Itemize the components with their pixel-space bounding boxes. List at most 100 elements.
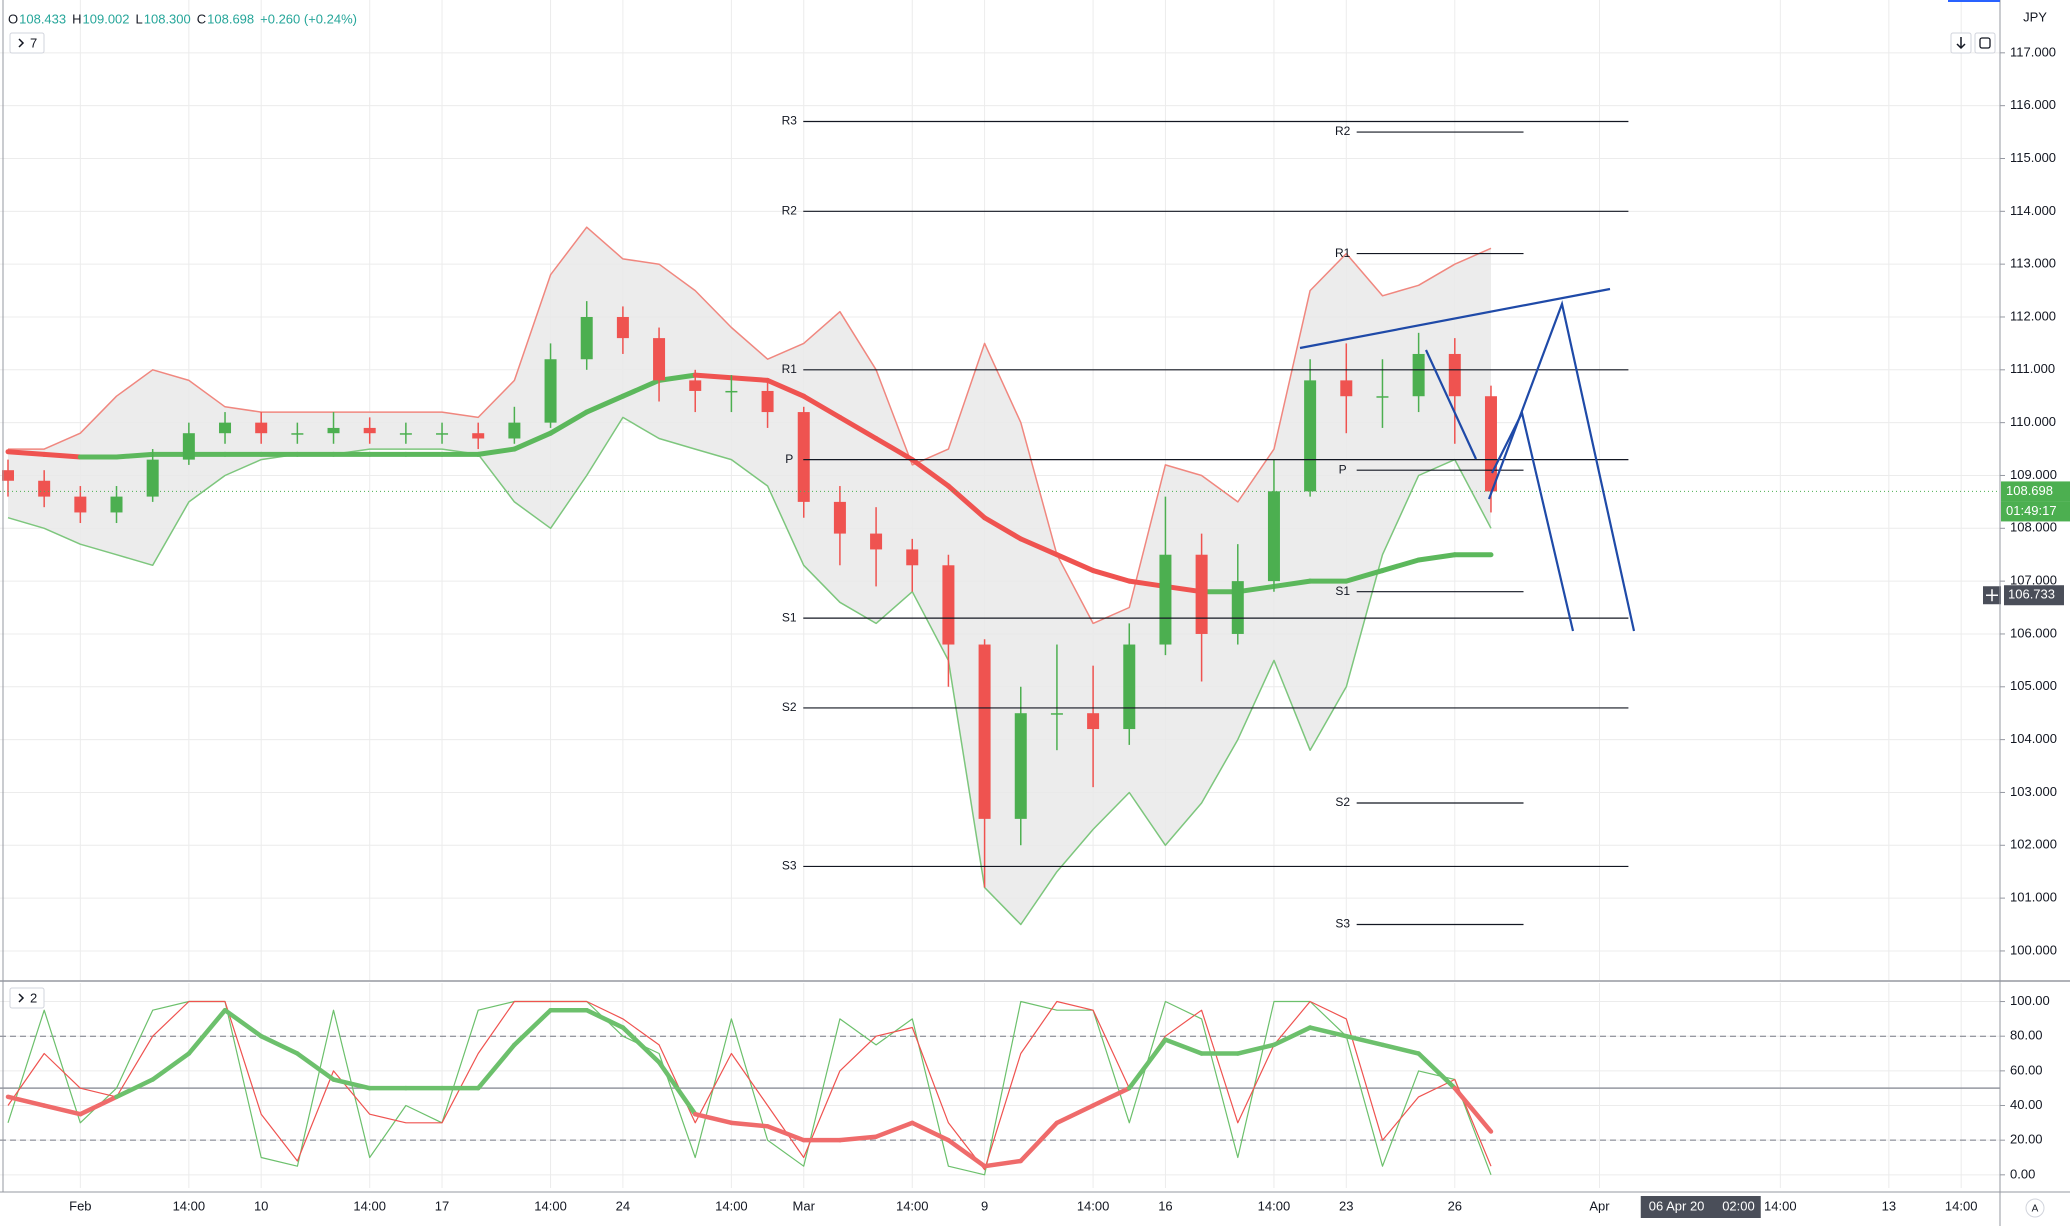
candle-body	[689, 380, 702, 391]
x-tick-label: 14:00	[715, 1198, 748, 1213]
candle-body	[653, 338, 666, 381]
auto-label[interactable]: A	[2032, 1204, 2039, 1215]
indicator-toggle[interactable]: 2	[9, 987, 45, 1009]
x-tick-label: Feb	[69, 1198, 91, 1213]
series-segment	[1343, 568, 1385, 584]
series-segment	[41, 451, 83, 460]
y-tick-label: 113.000	[2010, 256, 2056, 271]
series-segment	[1018, 1120, 1060, 1164]
toggle-box[interactable]	[9, 32, 45, 54]
y-tick-label: 100.00	[2010, 993, 2050, 1008]
button-circle[interactable]	[2025, 1198, 2045, 1218]
candle-body	[74, 496, 87, 513]
series-segment	[511, 430, 554, 452]
candle-body	[508, 422, 521, 439]
y-tick-label: 104.000	[2010, 731, 2057, 746]
button-box[interactable]	[1974, 32, 1996, 54]
candle-body	[978, 644, 991, 819]
crosshair-price-label: 106.733	[2008, 587, 2055, 602]
series-segment	[729, 1120, 770, 1129]
series-segment	[548, 409, 590, 436]
series-segment	[186, 1007, 228, 1056]
candle-body	[38, 480, 51, 497]
y-tick-label: 112.000	[2010, 308, 2056, 323]
series-segment	[837, 1134, 879, 1143]
maximize-button[interactable]	[1974, 32, 1996, 54]
toggle-box[interactable]	[9, 987, 45, 1009]
x-tick-label: Apr	[1589, 1198, 1610, 1213]
series-segment	[1416, 552, 1458, 563]
pivot-label: P	[1339, 462, 1347, 476]
pivot-label: R2	[1335, 124, 1351, 138]
series-segment	[475, 1042, 517, 1091]
series-segment	[1379, 557, 1422, 574]
candle-body	[797, 412, 810, 502]
series-segment	[1380, 1042, 1421, 1056]
pivot-label: R1	[1335, 246, 1351, 260]
series-segment	[1307, 1025, 1349, 1039]
chevron-icon[interactable]	[18, 993, 25, 1003]
series-segment	[982, 1158, 1024, 1169]
currency-label: JPY	[2023, 9, 2047, 24]
candle-body	[436, 433, 449, 435]
pivot-label: R3	[782, 114, 798, 128]
x-tick-label: 26	[1448, 1198, 1462, 1213]
crosshair-time: 02:00	[1722, 1198, 1755, 1213]
y-tick-label: 0.00	[2010, 1166, 2035, 1181]
series-segment	[584, 1007, 626, 1030]
chevron-icon[interactable]	[18, 38, 25, 48]
x-tick-label: 9	[981, 1198, 988, 1213]
y-tick-label: 111.000	[2010, 361, 2055, 376]
series-segment	[873, 1120, 915, 1139]
candle-body	[1195, 554, 1208, 634]
overlay-layer: Feb 14:00 10 14:00 17 14:00 24 14:00 Mar 14:00 9 14…	[69, 44, 2070, 1218]
ohlc-key: O	[8, 11, 18, 26]
arrow-icon[interactable]	[1956, 43, 1966, 50]
series-segment	[620, 377, 662, 399]
candle-body	[870, 533, 883, 550]
pivot-label: S1	[1335, 584, 1350, 598]
y-tick-label: 110.000	[2010, 414, 2056, 429]
series-segment	[584, 393, 626, 415]
y-tick-label: 115.000	[2010, 150, 2056, 165]
series-segment	[114, 451, 156, 460]
auto-scale-button[interactable]: A	[2025, 1198, 2045, 1218]
crosshair-price-tag	[2004, 585, 2064, 606]
ohlc-key: C	[197, 11, 206, 26]
series-line	[7, 416, 1492, 926]
ohlc-key: L	[136, 11, 143, 26]
x-tick-label: 23	[1339, 1198, 1353, 1213]
candle-body	[725, 390, 738, 393]
x-tick-label: 14:00	[173, 1198, 206, 1213]
candle-body	[363, 427, 376, 434]
y-tick-label: 107.000	[2010, 573, 2057, 588]
series-segment	[1090, 1085, 1132, 1108]
x-tick-label: 14:00	[896, 1198, 929, 1213]
ohlc-value: 108.433	[19, 11, 66, 26]
series-segment	[909, 457, 951, 489]
pivot-label: S2	[782, 700, 797, 714]
series-segment	[765, 377, 807, 399]
series-segment	[1018, 536, 1060, 558]
scroll-down-button[interactable]	[1950, 32, 1972, 54]
pivot-label: S1	[782, 610, 797, 624]
maximize-icon[interactable]	[1979, 37, 1991, 49]
series-segment	[945, 483, 988, 521]
candle-body	[146, 459, 159, 497]
indicator-toggle[interactable]: 7	[9, 32, 45, 54]
y-tick-label: 80.00	[2010, 1028, 2043, 1043]
trend-line	[1425, 349, 1477, 460]
indicator-count: 7	[30, 35, 37, 50]
countdown-label: 01:49:17	[2006, 503, 2057, 518]
pivot-label: R2	[782, 203, 798, 217]
ohlc-value: 108.300	[144, 11, 191, 26]
pivot-label: S2	[1335, 795, 1350, 809]
series-segment	[1163, 1037, 1204, 1056]
x-tick-label: 14:00	[1764, 1198, 1797, 1213]
series-line	[7, 1000, 1492, 1171]
y-tick-label: 105.000	[2010, 678, 2057, 693]
ohlc-value: 109.002	[83, 11, 130, 26]
pivot-label: S3	[1335, 917, 1350, 931]
series-segment	[222, 1007, 264, 1039]
